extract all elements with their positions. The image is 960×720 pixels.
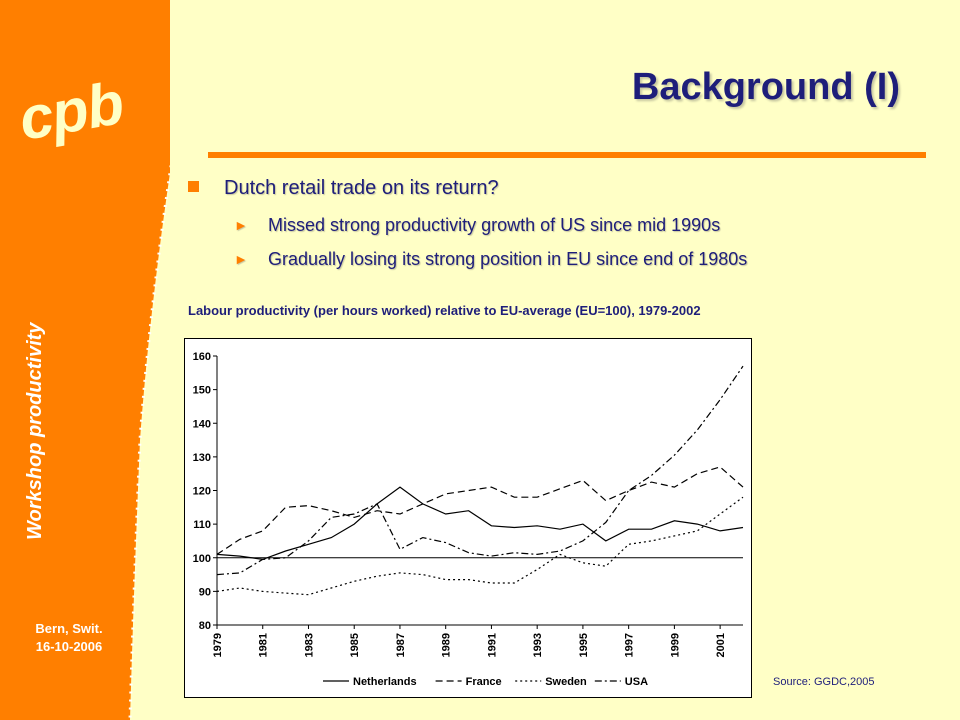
triangle-bullet-icon: ► bbox=[234, 251, 248, 267]
x-tick-label: 1997 bbox=[624, 633, 636, 657]
sub-bullet-text: Gradually losing its strong position in … bbox=[268, 249, 748, 269]
square-bullet-icon bbox=[188, 181, 199, 192]
y-tick-label: 110 bbox=[193, 519, 211, 531]
y-tick-label: 120 bbox=[193, 486, 211, 498]
y-tick-label: 150 bbox=[193, 385, 211, 397]
chart-caption: Labour productivity (per hours worked) r… bbox=[188, 303, 701, 318]
sub-bullet-text: Missed strong productivity growth of US … bbox=[268, 215, 721, 235]
legend-label: USA bbox=[625, 676, 648, 688]
x-tick-label: 1995 bbox=[578, 633, 590, 657]
sidebar-vertical-label: Workshop productivity bbox=[24, 322, 46, 540]
y-tick-label: 100 bbox=[193, 553, 211, 565]
series-line-sweden bbox=[216, 496, 744, 596]
x-tick-label: 2001 bbox=[715, 633, 727, 657]
bullet-main: Dutch retail trade on its return? bbox=[188, 174, 747, 202]
legend-label: France bbox=[466, 676, 502, 688]
sub-bullet: ► Missed strong productivity growth of U… bbox=[188, 208, 747, 242]
series-line-usa bbox=[216, 365, 744, 576]
source-note: Source: GGDC,2005 bbox=[773, 676, 875, 688]
y-tick-label: 130 bbox=[193, 452, 211, 464]
sidebar-location: Bern, Swit. 16-10-2006 bbox=[14, 620, 124, 656]
y-tick-label: 140 bbox=[193, 418, 211, 430]
chart-container: 80 90 100 110 120 130 140 150 160 1979 1981 1983 198… bbox=[184, 338, 752, 698]
legend-label: Sweden bbox=[545, 676, 587, 688]
bullet-main-text: Dutch retail trade on its return? bbox=[224, 177, 499, 199]
bullet-list: Dutch retail trade on its return? ► Miss… bbox=[188, 174, 747, 276]
location-text: Bern, Swit. bbox=[35, 621, 103, 636]
x-tick-label: 1981 bbox=[258, 633, 270, 657]
x-tick-label: 1985 bbox=[349, 633, 361, 657]
y-tick-label: 80 bbox=[199, 620, 211, 632]
sub-bullet: ► Gradually losing its strong position i… bbox=[188, 242, 747, 276]
slide-title: Background (I) bbox=[631, 66, 900, 108]
series-line-france bbox=[216, 466, 744, 555]
x-tick-label: 1979 bbox=[212, 633, 224, 657]
triangle-bullet-icon: ► bbox=[234, 217, 248, 233]
series-line-netherlands bbox=[216, 486, 744, 561]
x-tick-label: 1993 bbox=[532, 633, 544, 657]
sidebar-background bbox=[0, 0, 170, 720]
y-tick-label: 90 bbox=[199, 586, 211, 598]
x-tick-label: 1983 bbox=[303, 633, 315, 657]
legend-label: Netherlands bbox=[353, 676, 417, 688]
date-text: 16-10-2006 bbox=[35, 639, 103, 654]
y-tick-label: 160 bbox=[193, 351, 211, 363]
title-divider bbox=[208, 152, 926, 158]
x-tick-label: 1987 bbox=[395, 633, 407, 657]
x-tick-label: 1999 bbox=[669, 633, 681, 657]
sidebar bbox=[0, 0, 170, 720]
x-tick-label: 1989 bbox=[441, 633, 453, 657]
line-chart: 80 90 100 110 120 130 140 150 160 1979 1981 1983 198… bbox=[193, 351, 744, 688]
x-tick-label: 1991 bbox=[486, 633, 498, 657]
